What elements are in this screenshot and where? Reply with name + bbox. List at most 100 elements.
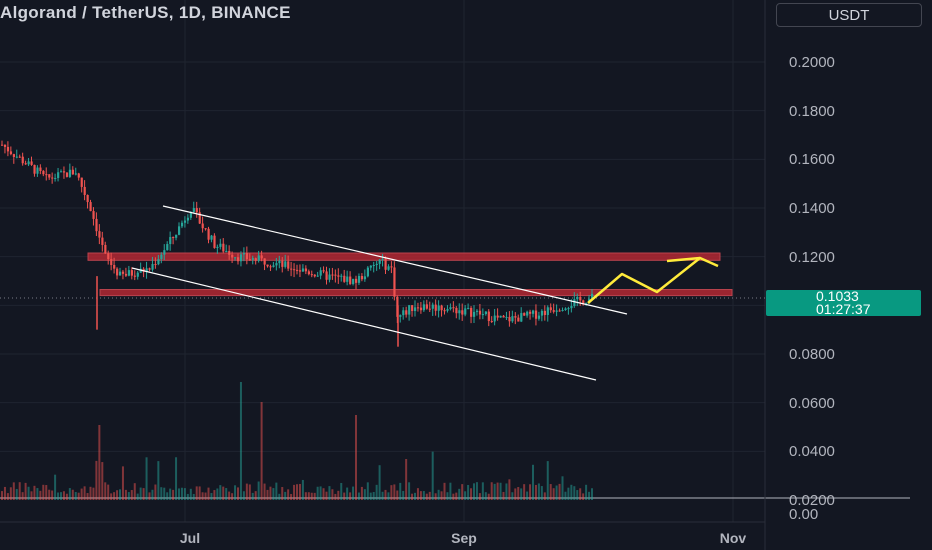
candle-body	[219, 243, 222, 247]
volume-bar	[296, 484, 298, 500]
volume-bar	[434, 493, 437, 500]
volume-bar	[316, 486, 319, 500]
volume-bar	[219, 485, 222, 500]
volume-bar	[30, 491, 33, 500]
candle-body	[222, 243, 225, 252]
volume-bar	[48, 489, 51, 500]
candle-body	[36, 167, 39, 174]
candle-body	[154, 264, 157, 266]
volume-bar	[15, 488, 18, 500]
candle-body	[349, 276, 352, 284]
candle-body	[228, 250, 231, 255]
y-tick-label: 0.1600	[789, 151, 835, 168]
volume-bar	[278, 493, 281, 500]
volume-bar	[6, 493, 9, 500]
candle-body	[502, 315, 505, 318]
y-tick-label: 0.0800	[789, 346, 835, 363]
volume-bar	[204, 492, 207, 500]
volume-bar	[363, 489, 366, 500]
volume-bar	[189, 488, 192, 500]
candle-body	[204, 228, 207, 230]
candle-body	[231, 254, 234, 258]
volume-bar	[9, 487, 12, 500]
volume-bar	[18, 482, 21, 500]
volume-bar	[496, 482, 499, 500]
candle-body	[313, 274, 316, 277]
volume-bar	[449, 482, 452, 500]
volume-bar	[440, 491, 443, 500]
candle-body	[431, 304, 434, 309]
volume-bar	[349, 492, 352, 500]
candle-body	[325, 271, 328, 280]
candle-body	[419, 307, 423, 311]
candle-body	[18, 156, 21, 158]
candle-body	[555, 310, 558, 312]
candle-body	[579, 296, 582, 301]
candle-body	[481, 314, 485, 316]
candle-body	[287, 261, 290, 269]
candle-body	[290, 268, 293, 270]
candle-body	[130, 270, 133, 276]
candle-body	[334, 274, 337, 276]
candle-body	[30, 161, 33, 165]
volume-bar	[555, 485, 558, 500]
channel-upper-line	[162, 205, 628, 315]
volume-bar	[257, 481, 260, 500]
volume-bar	[210, 493, 213, 500]
volume-bar	[307, 492, 310, 500]
candle-body	[101, 237, 104, 245]
volume-bar	[254, 491, 257, 500]
last-price-value: 0.1033	[816, 288, 859, 304]
volume-bar	[446, 492, 449, 500]
candle-body	[136, 272, 139, 277]
volume-bar	[310, 492, 313, 500]
volume-bar	[537, 483, 540, 500]
volume-bar	[411, 493, 414, 500]
candle-body	[225, 250, 228, 252]
volume-bar	[301, 479, 304, 500]
candle-body	[127, 270, 131, 276]
volume-bar	[384, 489, 387, 500]
candle-body	[9, 151, 13, 155]
volume-bar	[228, 491, 231, 500]
volume-bar	[490, 482, 493, 500]
candle-body	[148, 268, 151, 270]
candle-body	[54, 177, 57, 179]
volume-bar	[346, 487, 349, 500]
volume-bar	[290, 493, 293, 500]
volume-bar	[431, 451, 434, 500]
volume-bar	[148, 492, 151, 500]
volume-bar	[145, 457, 148, 500]
support-zone	[99, 289, 733, 297]
candle-body	[357, 275, 361, 283]
candle-body	[543, 310, 546, 315]
candle-body	[399, 315, 402, 317]
projection-path	[666, 256, 701, 263]
volume-bar	[127, 492, 130, 500]
x-tick-label: Nov	[720, 530, 747, 546]
volume-bar	[526, 491, 529, 500]
candle-body	[461, 310, 464, 315]
candle-body	[121, 271, 125, 274]
volume-bar	[588, 491, 591, 500]
volume-bar	[375, 484, 378, 500]
volume-bar	[337, 490, 340, 500]
y-tick-label: 0.00	[789, 506, 818, 523]
y-tick-label: 0.0400	[789, 443, 835, 460]
volume-bar	[573, 486, 576, 500]
volume-bar	[461, 484, 464, 500]
currency-button[interactable]: USDT	[776, 3, 922, 27]
volume-bar	[251, 492, 254, 500]
volume-bar	[484, 492, 487, 500]
candle-body	[411, 305, 414, 312]
bar-countdown: 01:27:37	[816, 301, 871, 317]
candle-body	[440, 305, 443, 311]
x-tick-label: Sep	[451, 530, 477, 546]
candle-body	[257, 255, 260, 261]
candle-body	[86, 194, 89, 203]
candle-body	[576, 296, 579, 300]
candle-body	[95, 218, 98, 232]
candle-body	[493, 315, 496, 322]
candle-body	[269, 266, 272, 268]
